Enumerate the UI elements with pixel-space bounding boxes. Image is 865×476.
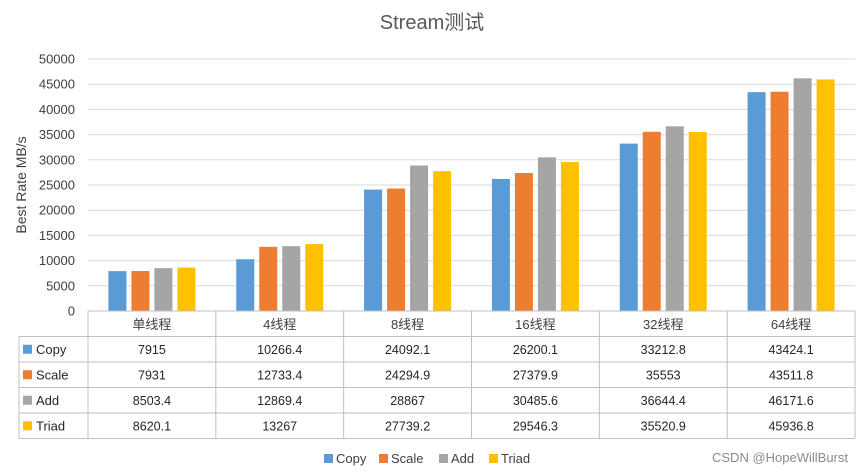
data-label: 8620.1 [133,419,171,433]
y-axis-ticks: 0 5000 10000 15000 20000 25000 30000 35000 40000… [39,52,75,319]
bar-scale [259,246,278,311]
legend-label: Scale [391,451,424,466]
data-label: 33212.8 [641,343,686,357]
data-label: 12733.4 [257,368,302,382]
bar-triad [177,267,196,311]
table-swatch-triad [23,421,32,431]
data-label: 24092.1 [385,343,430,357]
x-tick-label: 单线程 [132,317,171,332]
legend-label: Triad [501,451,530,466]
table-row-label: Scale [36,367,69,382]
x-tick-label: 16线程 [515,317,555,332]
bar-add [154,268,173,311]
y-tick-label: 20000 [39,203,75,218]
bar-triad [560,162,579,311]
data-label: 24294.9 [385,368,430,382]
y-tick-label: 5000 [46,278,75,293]
watermark: CSDN @HopeWillBurst [712,450,848,465]
data-label: 7931 [138,368,166,382]
data-label: 27379.9 [513,368,558,382]
legend-swatch-add [439,454,448,463]
data-label: 10266.4 [257,343,302,357]
legend-swatch-scale [379,454,388,463]
table-row-label: Copy [36,342,67,357]
bar-add [410,165,429,311]
legend-label: Add [451,451,474,466]
y-tick-label: 0 [68,304,75,319]
bar-scale [131,271,150,311]
y-tick-label: 50000 [39,52,75,67]
y-tick-label: 30000 [39,152,75,167]
x-tick-label: 32线程 [643,317,683,332]
legend-label: Copy [336,451,367,466]
data-label: 43424.1 [768,343,813,357]
data-table: 单线程 4线程 8线程 16线程 32线程 64线程 Copy 7915 10266.4 2409… [18,310,856,439]
bar-triad [433,171,452,311]
legend-swatch-copy [324,454,333,463]
bar-copy [619,143,638,311]
data-label: 13267 [262,419,297,433]
bar-triad [305,244,324,311]
x-tick-label: 8线程 [391,317,424,332]
gridlines [88,58,855,287]
data-label: 46171.6 [768,394,813,408]
bar-copy [108,271,127,311]
x-tick-label: 4线程 [263,317,296,332]
data-label: 8503.4 [133,394,171,408]
data-label: 26200.1 [513,343,558,357]
data-label: 43511.8 [769,368,813,382]
bar-triad [688,131,707,311]
table-row-label: Triad [36,418,65,433]
table-swatch-copy [23,344,32,354]
bar-scale [387,188,406,311]
y-tick-label: 25000 [39,178,75,193]
data-label: 35520.9 [641,419,686,433]
y-tick-label: 40000 [39,102,75,117]
bar-scale [514,173,533,311]
bars [108,78,835,311]
bar-scale [642,131,661,311]
bar-copy [491,178,510,311]
y-tick-label: 10000 [39,253,75,268]
y-tick-label: 35000 [39,127,75,142]
data-label: 28867 [390,394,425,408]
table-swatch-add [23,395,32,405]
legend-swatch-triad [489,454,498,463]
data-label: 7915 [138,343,166,357]
y-tick-label: 45000 [39,77,75,92]
data-label: 27739.2 [385,419,430,433]
bar-add [793,78,812,311]
legend: Copy Scale Add Triad [324,451,530,466]
bar-copy [364,189,383,311]
data-label: 29546.3 [513,419,558,433]
table-swatch-scale [23,370,32,380]
data-label: 45936.8 [768,419,813,433]
x-tick-label: 64线程 [771,317,811,332]
data-label: 12869.4 [257,394,302,408]
y-tick-label: 15000 [39,228,75,243]
table-row-label: Add [36,393,59,408]
chart-title: Stream测试 [380,11,484,34]
bar-add [537,157,556,311]
data-label: 30485.6 [513,394,558,408]
y-axis-label: Best Rate MB/s [13,136,29,233]
bar-add [282,246,301,311]
bar-copy [236,259,255,311]
bar-triad [816,79,835,311]
bar-scale [770,91,789,311]
data-label: 36644.4 [641,394,686,408]
bar-copy [747,92,766,311]
data-label: 35553 [646,368,681,382]
bar-add [665,126,684,311]
